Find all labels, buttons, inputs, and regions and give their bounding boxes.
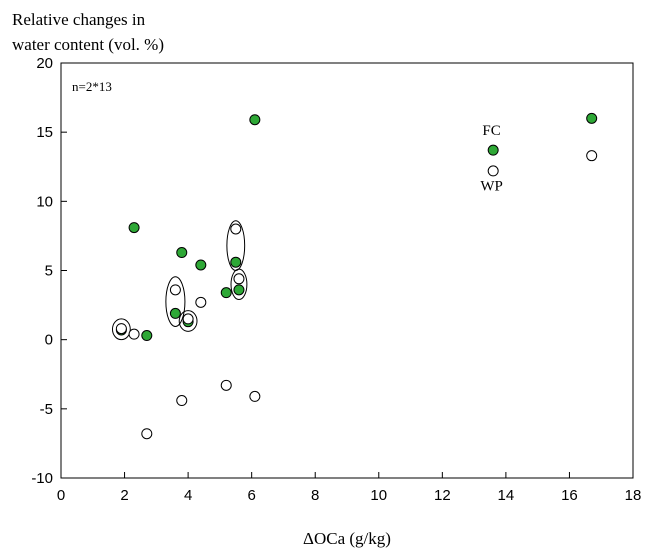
x-tick-label: 4	[184, 487, 192, 504]
x-tick-label: 18	[625, 487, 642, 504]
wp-point	[128, 328, 140, 340]
x-axis-label: ΔOCa (g/kg)	[303, 529, 391, 548]
y-tick-label: 15	[36, 124, 53, 141]
fc-point	[220, 287, 232, 299]
annotation-fc: FC	[482, 123, 500, 139]
fc-point	[176, 247, 188, 259]
plot-area-frame	[60, 62, 634, 479]
annotations: FC WP	[480, 123, 503, 194]
x-tick-label: 8	[311, 487, 319, 504]
y-axis-label-line-1: Relative changes in	[12, 10, 146, 29]
fc-point	[141, 330, 153, 342]
wp-point	[169, 284, 181, 296]
wp-point	[487, 165, 499, 177]
grouping-ellipse	[165, 276, 186, 328]
wp-point	[176, 395, 188, 407]
fc-point	[128, 222, 140, 234]
x-tick-label: 12	[434, 487, 451, 504]
fc-point	[487, 144, 499, 156]
grouping-ellipse	[178, 310, 198, 332]
wp-point	[115, 323, 127, 335]
y-tick-label: 0	[45, 332, 53, 349]
x-tick-label: 16	[561, 487, 578, 504]
annotation-wp: WP	[480, 178, 503, 194]
data-points	[115, 112, 598, 440]
x-tick-label: 14	[498, 487, 515, 504]
wp-point	[586, 150, 598, 162]
wp-point	[141, 428, 153, 440]
wp-point	[195, 296, 207, 308]
x-tick-label: 6	[247, 487, 255, 504]
x-tick-label: 0	[57, 487, 65, 504]
fc-point	[230, 256, 242, 268]
grouping-ellipse	[230, 268, 248, 301]
fc-point	[249, 114, 261, 126]
sample-size-label: n=2*13	[72, 79, 112, 94]
x-tick-label: 2	[120, 487, 128, 504]
y-tick-label: 20	[36, 55, 53, 72]
fc-point	[233, 284, 245, 296]
wp-point	[230, 223, 242, 235]
axes: 0 2 4 6 8 10 12 14 16 18 -10 -5 0 5 10 15 20	[31, 55, 641, 504]
x-tick-label: 10	[370, 487, 387, 504]
y-tick-label: 5	[45, 263, 53, 280]
fc-point	[169, 307, 181, 319]
wp-point	[233, 273, 245, 285]
y-tick-label: -10	[31, 470, 53, 487]
grouping-ellipse	[111, 318, 131, 341]
y-tick-label: 10	[36, 193, 53, 210]
y-axis-label-line-2: water content (vol. %)	[12, 35, 164, 54]
grouping-ellipses	[111, 220, 248, 341]
wp-point	[249, 390, 261, 402]
fc-point	[586, 112, 598, 124]
fc-point	[195, 259, 207, 271]
y-tick-label: -5	[40, 401, 53, 418]
wp-point	[182, 313, 194, 325]
wp-point	[220, 379, 232, 391]
